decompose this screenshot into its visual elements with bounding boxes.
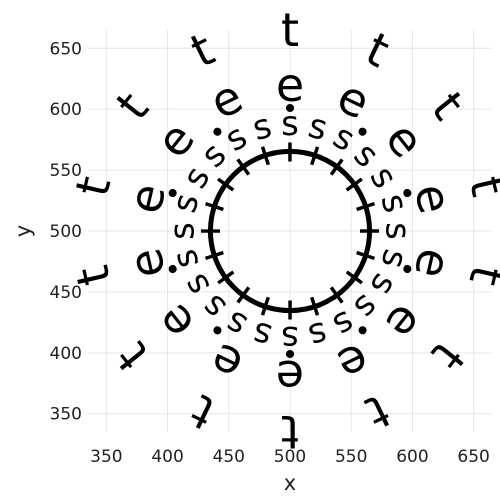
glyph-0-10: t xyxy=(459,261,500,291)
glyph-0-2: t xyxy=(105,82,158,130)
glyph-0-1: t xyxy=(183,22,223,78)
y-tick-labels: 350 400 450 500 550 600 650 xyxy=(50,39,82,424)
glyph-4-5: + xyxy=(193,218,228,243)
glyph-0-9: t xyxy=(421,332,474,380)
glyph-2-0: • xyxy=(282,93,299,126)
glyph-0-7: t xyxy=(281,405,299,459)
x-tick-label-1: 400 xyxy=(151,447,183,467)
glyph-0-5: t xyxy=(105,332,158,380)
x-tick-label-6: 650 xyxy=(457,447,489,467)
x-tick-label-2: 450 xyxy=(213,447,245,467)
glyph-4-0: + xyxy=(277,134,302,169)
y-tick-label-3: 500 xyxy=(50,222,82,242)
y-tick-label-5: 600 xyxy=(50,100,82,120)
glyph-4-15: + xyxy=(352,218,387,243)
y-tick-label-1: 400 xyxy=(50,344,82,364)
x-axis-title: x xyxy=(284,471,296,495)
glyph-0-11: t xyxy=(459,171,500,201)
y-axis-title: y xyxy=(11,225,35,237)
y-tick-label-4: 550 xyxy=(50,161,82,181)
glyph-0-12: t xyxy=(421,82,474,130)
grid xyxy=(88,30,492,432)
glyph-2-5: • xyxy=(282,336,299,369)
glyph-0-13: t xyxy=(358,22,398,78)
x-tick-label-3: 500 xyxy=(274,447,306,467)
glyph-1-7: e xyxy=(276,350,304,404)
glyph-0-0: t xyxy=(281,3,299,57)
glyph-3-0: s xyxy=(281,104,299,144)
x-tick-label-5: 600 xyxy=(396,447,428,467)
glyph-3-12: s xyxy=(281,318,299,358)
y-tick-label-2: 450 xyxy=(50,283,82,303)
x-tick-label-0: 350 xyxy=(90,447,122,467)
y-tick-label-0: 350 xyxy=(50,405,82,425)
glyph-3-6: s xyxy=(162,222,202,240)
glyph-0-8: t xyxy=(358,384,398,440)
glyph-3-18: s xyxy=(378,222,418,240)
x-tick-label-4: 550 xyxy=(335,447,367,467)
glyph-1-0: e xyxy=(276,58,304,112)
glyph-4-10: + xyxy=(277,293,302,328)
ring-circle xyxy=(207,148,373,314)
x-tick-labels: 350 400 450 500 550 600 650 xyxy=(90,447,490,467)
y-tick-label-6: 650 xyxy=(50,39,82,59)
glyph-0-6: t xyxy=(183,384,223,440)
